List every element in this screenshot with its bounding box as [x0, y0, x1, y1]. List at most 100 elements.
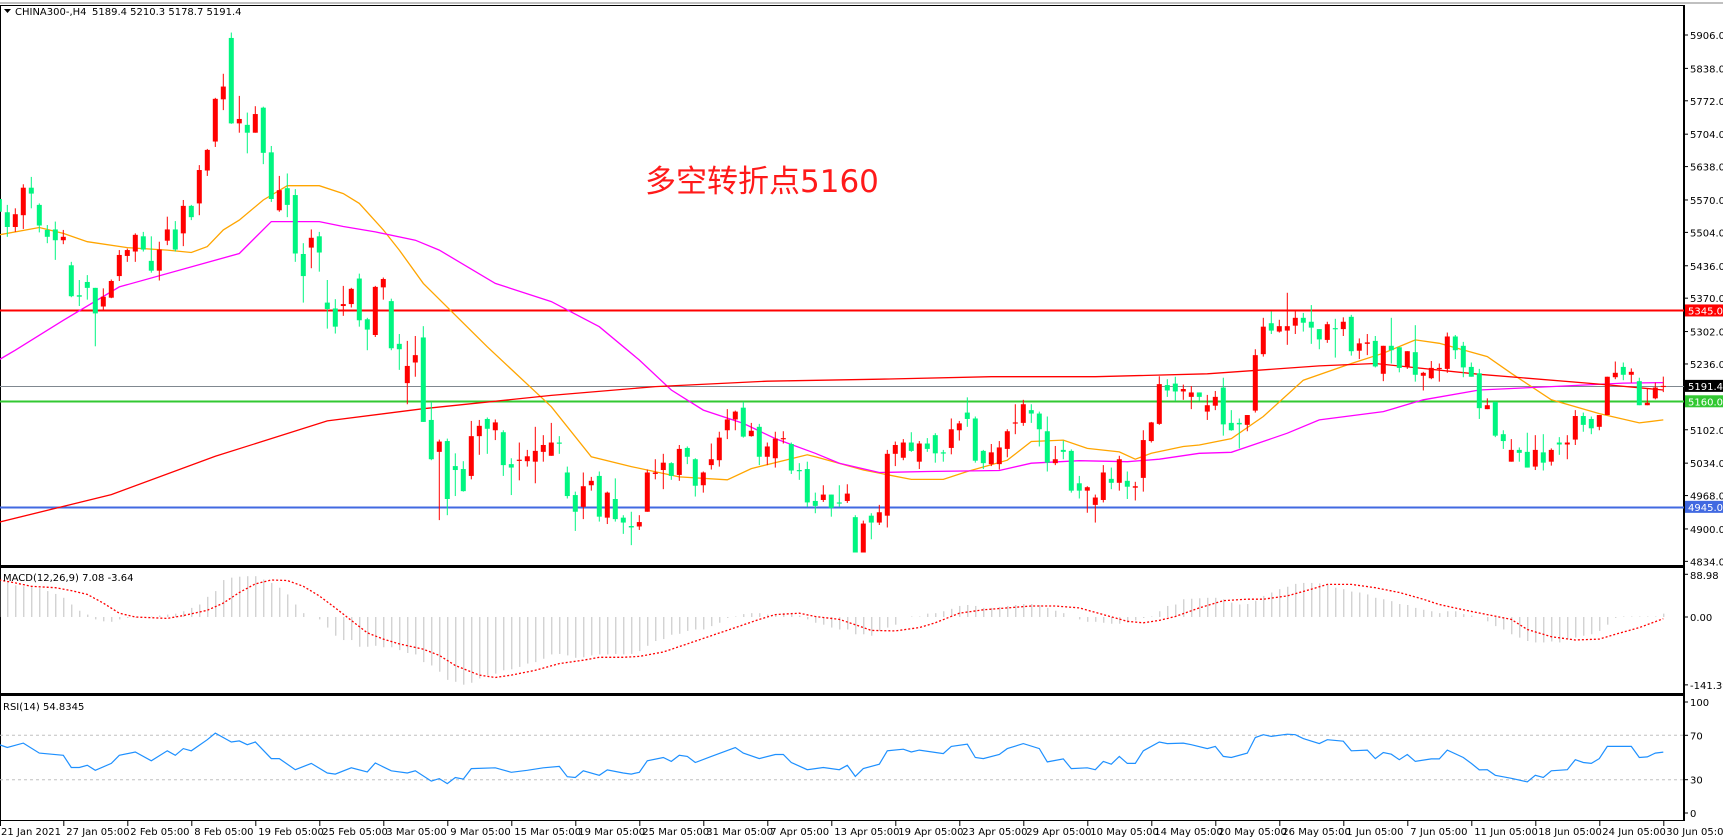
candle-body: [1452, 336, 1458, 351]
candle-body: [1276, 326, 1282, 332]
candle-body: [516, 459, 522, 461]
annotation-text[interactable]: 多空转折点5160: [645, 164, 879, 200]
moving-averages: [0, 185, 1664, 523]
candle-body: [404, 365, 410, 384]
candle-body: [732, 411, 738, 420]
candle-body: [580, 486, 586, 507]
candle: [1420, 371, 1426, 391]
candle-body: [1540, 452, 1546, 463]
candle: [1012, 404, 1018, 435]
candle: [0, 198, 2, 212]
rsi-tick-label: 100: [1690, 698, 1709, 709]
candle: [716, 431, 722, 467]
candle: [1148, 421, 1154, 443]
candle-body: [1636, 381, 1642, 406]
candle: [1292, 311, 1298, 335]
candle: [1172, 376, 1178, 401]
candle: [972, 416, 978, 463]
candle: [1580, 412, 1586, 432]
candle-body: [1580, 416, 1586, 425]
candle: [732, 410, 738, 431]
candle: [1116, 455, 1122, 491]
macd-panel[interactable]: [0, 567, 1684, 694]
candle: [988, 444, 994, 467]
candle-body: [1228, 422, 1234, 431]
time-tick-label: 15 Mar 05:00: [514, 827, 581, 838]
candle: [1372, 335, 1378, 368]
candle: [4, 204, 10, 237]
candle-body: [1412, 352, 1418, 375]
candle: [1412, 325, 1418, 382]
price-label: 5345.0: [1688, 306, 1723, 317]
horizontal-lines: [0, 309, 1684, 509]
candle-body: [804, 469, 810, 503]
candle: [108, 279, 114, 299]
time-tick-label: 24 Jun 05:00: [1602, 827, 1666, 838]
candle: [1020, 399, 1026, 426]
candle-body: [196, 170, 202, 204]
price-panel[interactable]: [0, 5, 1684, 566]
candle-body: [796, 470, 802, 472]
price-tick-label: 5370.0: [1690, 294, 1723, 305]
candle: [428, 401, 434, 461]
candle-body: [1084, 487, 1090, 491]
candle-body: [20, 187, 26, 216]
time-tick-label: 29 Apr 05:00: [1026, 827, 1091, 838]
candle-body: [1252, 355, 1258, 411]
candle-body: [1532, 449, 1538, 467]
candle: [1156, 376, 1162, 425]
rsi-tick-label: 0: [1690, 809, 1696, 820]
candle: [1596, 415, 1602, 431]
candle: [220, 73, 226, 111]
candle: [660, 453, 666, 490]
candle-body: [724, 419, 730, 431]
candle: [1604, 376, 1610, 416]
candle: [1540, 434, 1546, 471]
candle-body: [1468, 366, 1474, 377]
candle-body: [84, 281, 90, 288]
candle: [796, 463, 802, 480]
candle: [636, 515, 642, 530]
candle: [1220, 377, 1226, 436]
candle: [1268, 311, 1274, 335]
candle: [1108, 467, 1114, 490]
candle: [116, 250, 122, 281]
candle-body: [452, 466, 458, 471]
candle-body: [1588, 418, 1594, 429]
candle-body: [364, 319, 370, 330]
candle: [148, 236, 154, 273]
candle: [1532, 435, 1538, 471]
candle: [964, 397, 970, 427]
rsi-panel[interactable]: [0, 695, 1684, 821]
candle: [812, 492, 818, 514]
candle-body: [1348, 316, 1354, 352]
candle-body: [1356, 343, 1362, 351]
candle: [412, 335, 418, 377]
price-tick-label: 4968.0: [1690, 492, 1723, 503]
candle: [1284, 292, 1290, 345]
candle-body: [412, 355, 418, 363]
candle-body: [332, 308, 338, 327]
candle-body: [996, 447, 1002, 465]
candle-body: [1596, 415, 1602, 427]
candle-body: [1188, 392, 1194, 397]
time-tick-label: 18 Jun 05:00: [1538, 827, 1602, 838]
triangle-down-icon[interactable]: [4, 9, 11, 13]
candle: [756, 423, 762, 466]
candle: [868, 513, 874, 540]
price-tick-label: 5236.0: [1690, 360, 1723, 371]
candle-body: [380, 279, 386, 288]
candle: [396, 334, 402, 370]
candle-body: [1484, 405, 1490, 410]
time-tick-label: 13 Apr 05:00: [834, 827, 899, 838]
candle-body: [676, 448, 682, 475]
candle-body: [820, 494, 826, 500]
candle: [684, 446, 690, 465]
price-label-box: [1685, 379, 1723, 392]
candle: [1452, 335, 1458, 360]
macd-tick-label: 0.00: [1690, 613, 1712, 624]
candle-body: [1612, 372, 1618, 378]
candle-body: [1644, 402, 1650, 406]
time-tick-label: 30 Jun 05:00: [1666, 827, 1723, 838]
